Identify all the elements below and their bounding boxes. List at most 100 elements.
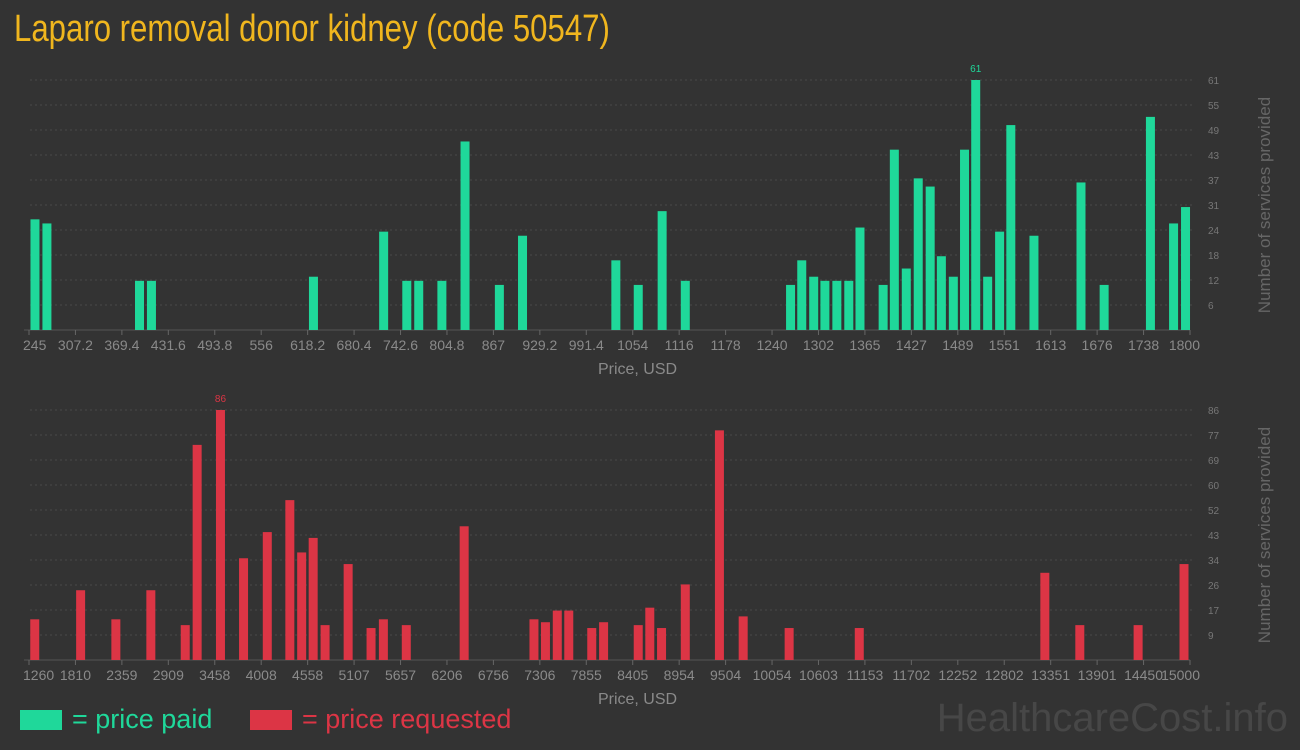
x-tick-label: 8405 — [617, 667, 648, 683]
bar-requested — [599, 622, 609, 660]
bar-paid — [983, 276, 993, 330]
bar-paid — [1169, 223, 1179, 330]
y-tick-label: 60 — [1208, 481, 1220, 492]
legend-requested: = price requested — [250, 704, 511, 735]
bar-requested — [1133, 625, 1143, 660]
x-tick-label: 1489 — [942, 337, 973, 353]
bar-requested — [401, 625, 411, 660]
x-tick-label: 245 — [23, 337, 47, 353]
x-tick-label: 15000 — [1161, 667, 1200, 683]
x-tick-label: 1302 — [803, 337, 834, 353]
bar-requested — [111, 619, 121, 660]
bar-requested — [285, 500, 295, 660]
bar-paid — [832, 280, 842, 330]
bar-requested — [146, 590, 156, 660]
bar-paid — [995, 231, 1005, 330]
bar-requested — [854, 628, 864, 660]
x-tick-label: 1676 — [1082, 337, 1113, 353]
bar-paid — [820, 280, 830, 330]
bar-requested — [308, 537, 318, 660]
bar-requested — [459, 526, 469, 660]
x-tick-label: 6206 — [431, 667, 462, 683]
page-title: Laparo removal donor kidney (code 50547) — [14, 8, 610, 50]
x-tick-label: 12802 — [985, 667, 1024, 683]
bar-paid — [1029, 235, 1039, 330]
bar-paid — [414, 280, 424, 330]
bar-paid — [809, 276, 819, 330]
y-tick-label: 6 — [1208, 301, 1214, 312]
legend-paid: = price paid — [20, 704, 212, 735]
bar-paid — [913, 178, 923, 330]
x-tick-label: 1551 — [989, 337, 1020, 353]
bar-requested — [738, 616, 748, 660]
bar-requested — [529, 619, 539, 660]
y-tick-label: 61 — [1208, 76, 1220, 87]
bar-paid — [797, 260, 807, 330]
bar-requested — [564, 610, 574, 660]
x-tick-label: 1260 — [23, 667, 54, 683]
legend-swatch-paid — [20, 709, 62, 730]
x-tick-label: 804.8 — [429, 337, 464, 353]
bar-paid — [925, 186, 935, 330]
x-tick-label: 2909 — [153, 667, 184, 683]
x-tick-label: 307.2 — [58, 337, 93, 353]
x-tick-label: 493.8 — [197, 337, 232, 353]
bar-requested — [320, 625, 330, 660]
bar-requested — [192, 444, 202, 660]
x-tick-label: 4008 — [246, 667, 277, 683]
bar-paid — [878, 284, 888, 330]
x-tick-label: 5107 — [339, 667, 370, 683]
bar-requested — [552, 610, 562, 660]
y-tick-label: 12 — [1208, 276, 1220, 287]
bar-paid — [1181, 207, 1191, 330]
x-tick-label: 1365 — [849, 337, 880, 353]
x-tick-label: 12252 — [938, 667, 977, 683]
x-tick-label: 1178 — [711, 337, 741, 353]
x-tick-label: 680.4 — [337, 337, 372, 353]
bar-requested — [76, 590, 86, 660]
bar-paid — [494, 284, 504, 330]
bar-requested — [215, 410, 225, 660]
x-tick-label: 618.2 — [290, 337, 325, 353]
bar-requested — [297, 552, 307, 660]
bar-requested — [366, 628, 376, 660]
y-tick-label: 77 — [1208, 431, 1220, 442]
y-tick-label: 86 — [1208, 406, 1220, 417]
y-tick-label: 52 — [1208, 506, 1220, 517]
x-tick-label: 9504 — [710, 667, 741, 683]
x-tick-label: 10054 — [753, 667, 792, 683]
legend-label-requested: = price requested — [302, 704, 512, 734]
y-tick-label: 31 — [1208, 201, 1220, 212]
x-axis-title: Price, USD — [598, 361, 677, 378]
bar-paid — [971, 80, 981, 330]
max-value-label: 61 — [970, 64, 982, 75]
x-tick-label: 1613 — [1035, 337, 1066, 353]
x-tick-label: 1427 — [896, 337, 927, 353]
x-tick-label: 1810 — [60, 667, 91, 683]
bar-paid — [680, 280, 690, 330]
bar-paid — [844, 280, 854, 330]
x-tick-label: 14450 — [1124, 667, 1163, 683]
bar-requested — [784, 628, 794, 660]
legend-label-paid: = price paid — [72, 704, 213, 734]
bar-paid — [960, 149, 970, 330]
y-tick-label: 34 — [1208, 556, 1220, 567]
x-tick-label: 2359 — [106, 667, 137, 683]
x-tick-label: 929.2 — [522, 337, 557, 353]
y-tick-label: 9 — [1208, 631, 1214, 642]
bar-requested — [30, 619, 40, 660]
y-axis-title: Number of services provided — [1255, 427, 1274, 643]
bar-paid — [889, 149, 899, 330]
x-tick-label: 5657 — [385, 667, 416, 683]
x-tick-label: 1116 — [665, 337, 694, 353]
bar-paid — [135, 280, 145, 330]
y-tick-label: 37 — [1208, 176, 1220, 187]
bar-paid — [901, 268, 911, 330]
x-axis-title: Price, USD — [598, 691, 677, 708]
y-tick-label: 17 — [1208, 606, 1220, 617]
bar-paid — [1099, 284, 1109, 330]
x-tick-label: 991.4 — [569, 337, 604, 353]
x-tick-label: 867 — [482, 337, 506, 353]
bar-paid — [1145, 116, 1155, 330]
max-value-label: 86 — [215, 394, 227, 405]
